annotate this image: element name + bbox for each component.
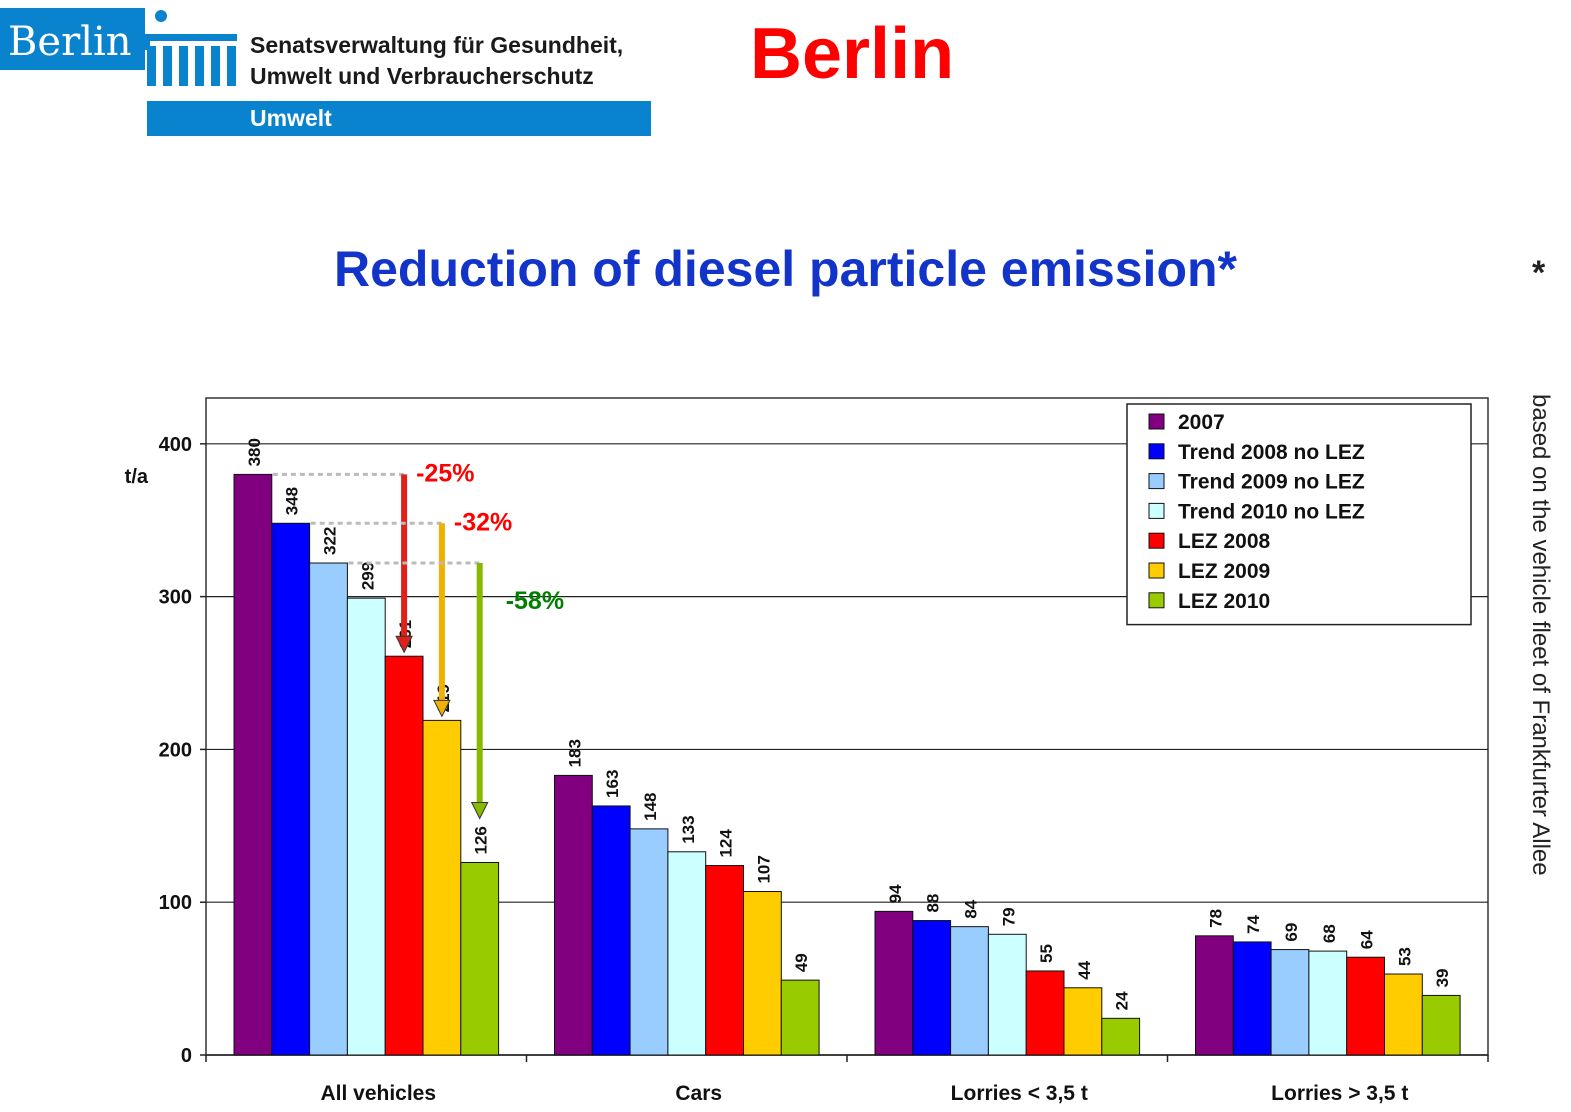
category-label: Lorries < 3,5 t xyxy=(951,1082,1088,1105)
legend-label: Trend 2008 no LEZ xyxy=(1178,441,1365,464)
data-label: 107 xyxy=(754,855,773,883)
reduction-label: -25% xyxy=(416,459,474,487)
bar xyxy=(460,861,500,1056)
data-label: 69 xyxy=(1282,923,1301,942)
y-axis-label: t/a xyxy=(125,466,149,488)
legend-label: LEZ 2009 xyxy=(1178,560,1270,583)
legend-label: Trend 2009 no LEZ xyxy=(1178,471,1365,494)
bar xyxy=(1270,949,1310,1056)
data-label: 49 xyxy=(792,953,811,972)
reduction-label: -58% xyxy=(506,587,564,615)
legend-swatch xyxy=(1148,473,1165,490)
bar xyxy=(780,979,820,1056)
legend-swatch xyxy=(1148,443,1165,460)
data-label: 79 xyxy=(999,907,1018,926)
legend-label: 2007 xyxy=(1178,411,1225,434)
category-label: Lorries > 3,5 t xyxy=(1271,1082,1408,1105)
berlin-logo: Berlin xyxy=(0,8,145,70)
bar xyxy=(384,655,424,1056)
data-label: 88 xyxy=(924,894,943,913)
bar xyxy=(1195,935,1234,1056)
data-label: 126 xyxy=(472,826,491,854)
bar xyxy=(1232,941,1272,1056)
y-tick-label: 0 xyxy=(181,1045,192,1067)
bar xyxy=(1346,956,1385,1056)
department-line-2: Umwelt und Verbraucherschutz xyxy=(250,63,594,89)
plot-area: 0100200300400t/a380348322299261219126All… xyxy=(125,397,1489,1105)
reduction-label: -32% xyxy=(454,508,512,536)
reduction-arrow-head xyxy=(470,801,489,820)
division-label: Umwelt xyxy=(250,105,332,131)
bar xyxy=(1063,987,1103,1056)
bar xyxy=(1025,970,1065,1056)
legend-label: LEZ 2008 xyxy=(1178,530,1271,553)
data-label: 39 xyxy=(1433,968,1452,987)
bar xyxy=(743,891,782,1056)
bar xyxy=(591,805,631,1056)
city-heading: Berlin xyxy=(750,14,955,94)
data-label: 133 xyxy=(679,815,698,843)
legend-box xyxy=(1126,403,1472,626)
data-label: 55 xyxy=(1037,944,1056,963)
legend-swatch xyxy=(1148,532,1165,549)
data-label: 124 xyxy=(717,829,736,858)
data-label: 348 xyxy=(283,487,302,515)
bar xyxy=(309,562,348,1056)
data-label: 94 xyxy=(886,884,905,903)
data-label: 322 xyxy=(321,527,340,555)
data-label: 24 xyxy=(1113,991,1132,1010)
y-tick-label: 300 xyxy=(159,587,192,609)
brandenburg-gate-icon xyxy=(145,10,237,86)
department-line-1: Senatsverwaltung für Gesundheit, xyxy=(250,32,624,58)
data-label: 84 xyxy=(962,899,981,918)
bar xyxy=(629,828,669,1056)
data-label: 299 xyxy=(358,562,377,590)
legend-swatch xyxy=(1148,592,1165,609)
data-label: 163 xyxy=(603,770,622,798)
data-label: 183 xyxy=(565,739,584,767)
bar xyxy=(271,522,311,1056)
y-tick-label: 400 xyxy=(159,434,192,456)
bar xyxy=(874,910,914,1056)
legend-swatch xyxy=(1148,413,1165,430)
data-label: 380 xyxy=(245,438,264,466)
data-label: 53 xyxy=(1395,947,1414,966)
bar xyxy=(950,926,989,1056)
reduction-arrow-head xyxy=(395,635,413,654)
data-label: 78 xyxy=(1206,909,1225,928)
division-band: Umwelt xyxy=(147,101,651,136)
legend-label: LEZ 2010 xyxy=(1178,590,1270,613)
bar xyxy=(705,865,745,1056)
bar xyxy=(1101,1017,1141,1056)
logo-word: Berlin xyxy=(8,19,132,65)
y-tick-label: 200 xyxy=(159,739,192,761)
chart-title: Reduction of diesel particle emission* xyxy=(333,241,1237,297)
data-label: 68 xyxy=(1320,924,1339,943)
bar xyxy=(987,933,1027,1056)
bar xyxy=(233,473,273,1056)
category-label: All vehicles xyxy=(320,1082,436,1105)
data-label: 148 xyxy=(641,792,660,820)
category-label: Cars xyxy=(675,1082,722,1105)
data-label: 74 xyxy=(1244,914,1263,933)
bar xyxy=(422,719,462,1056)
bar xyxy=(667,851,707,1056)
bar xyxy=(346,597,386,1056)
bar xyxy=(554,774,593,1056)
legend-label: Trend 2010 no LEZ xyxy=(1178,500,1365,523)
data-label: 44 xyxy=(1075,960,1094,979)
reduction-arrow-head xyxy=(433,699,451,718)
data-label: 64 xyxy=(1358,930,1377,949)
bar xyxy=(912,920,952,1056)
footnote-star: * xyxy=(1532,254,1546,292)
bar xyxy=(1384,973,1423,1056)
bar xyxy=(1308,950,1348,1056)
legend-swatch xyxy=(1148,562,1165,579)
bar xyxy=(1421,994,1461,1056)
y-tick-label: 100 xyxy=(159,892,192,914)
legend-swatch xyxy=(1148,502,1165,519)
